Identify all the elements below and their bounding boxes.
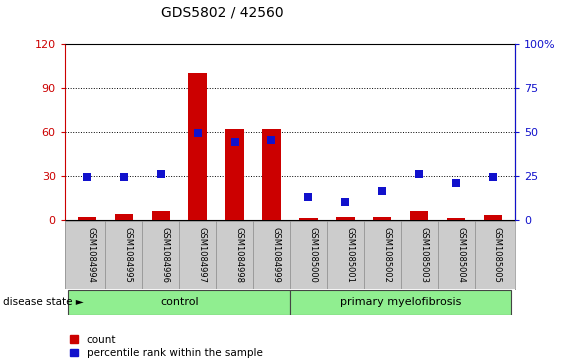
Bar — [447, 218, 465, 220]
Point — [415, 171, 424, 177]
Point — [193, 130, 202, 136]
Text: disease state ►: disease state ► — [3, 297, 83, 307]
Bar — [299, 218, 318, 220]
Text: GSM1084998: GSM1084998 — [235, 227, 244, 283]
Point — [452, 180, 461, 185]
Text: GSM1085002: GSM1085002 — [382, 227, 391, 283]
Legend: count, percentile rank within the sample: count, percentile rank within the sample — [70, 335, 262, 358]
Text: GSM1084999: GSM1084999 — [271, 227, 280, 283]
Bar — [373, 217, 391, 220]
Text: GSM1085003: GSM1085003 — [419, 227, 428, 283]
Bar — [262, 129, 281, 220]
Text: GSM1084995: GSM1084995 — [124, 227, 133, 283]
Bar — [336, 217, 355, 220]
Point — [119, 175, 128, 180]
Point — [82, 175, 91, 180]
Bar — [115, 214, 133, 220]
Point — [489, 175, 498, 180]
Text: GSM1084996: GSM1084996 — [160, 227, 169, 283]
Bar — [290, 290, 511, 315]
Text: GSM1085005: GSM1085005 — [493, 227, 502, 283]
Bar — [225, 129, 244, 220]
Bar — [484, 215, 502, 220]
Point — [156, 171, 165, 177]
Bar — [78, 217, 96, 220]
Text: GSM1085001: GSM1085001 — [345, 227, 354, 283]
Text: primary myelofibrosis: primary myelofibrosis — [340, 297, 462, 307]
Point — [341, 199, 350, 205]
Bar — [410, 211, 428, 220]
Bar — [69, 290, 290, 315]
Text: control: control — [160, 297, 199, 307]
Point — [267, 138, 276, 143]
Point — [378, 188, 387, 194]
Bar — [151, 211, 170, 220]
Text: GSM1084997: GSM1084997 — [198, 227, 207, 283]
Point — [304, 194, 313, 200]
Bar — [189, 73, 207, 220]
Text: GSM1085004: GSM1085004 — [456, 227, 465, 283]
Text: GDS5802 / 42560: GDS5802 / 42560 — [161, 6, 284, 20]
Text: GSM1084994: GSM1084994 — [87, 227, 96, 283]
Text: GSM1085000: GSM1085000 — [309, 227, 318, 283]
Point — [230, 139, 239, 145]
